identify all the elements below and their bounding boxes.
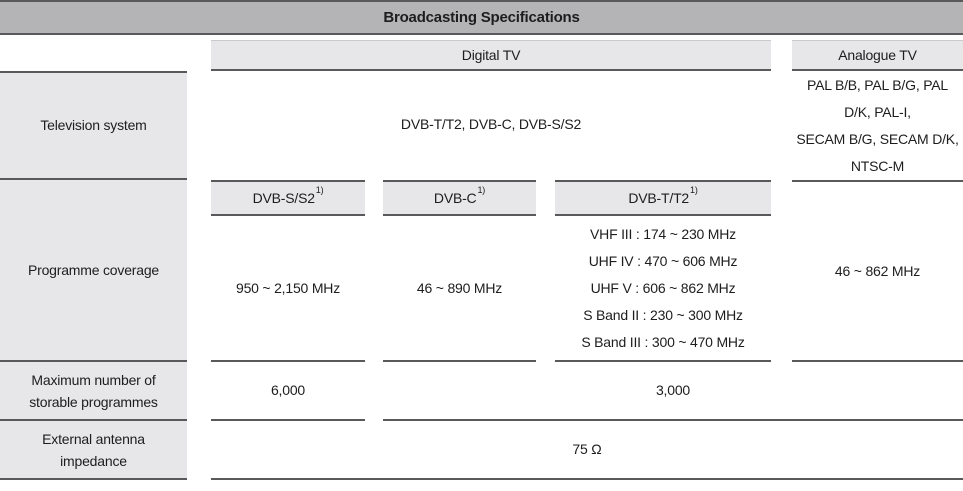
digital-tv-header: Digital TV (211, 40, 771, 71)
programme-coverage-label: Programme coverage (0, 180, 187, 362)
programme-coverage-analogue-value: 46 ~ 862 MHz (792, 180, 963, 362)
footnote-marker: 1) (315, 185, 324, 196)
television-system-label: Television system (0, 71, 187, 180)
max-programmes-others-value: 3,000 (383, 362, 963, 421)
television-system-digital-value: DVB-T/T2, DVB-C, DVB-S/S2 (400, 116, 582, 133)
antenna-impedance-value: 75 Ω (211, 421, 963, 480)
dvb-s-s2-subheader: DVB-S/S21) (211, 180, 365, 216)
footnote-marker: 1) (477, 185, 486, 196)
programme-coverage-dvb-c-value: 46 ~ 890 MHz (383, 216, 536, 362)
programme-coverage-dvb-s-s2-value: 950 ~ 2,150 MHz (211, 216, 365, 362)
external-antenna-impedance-label: External antenna impedance (0, 421, 187, 480)
television-system-analogue-value: PAL B/B, PAL B/G, PAL D/K, PAL-I, SECAM … (796, 76, 959, 174)
max-storable-programmes-label: Maximum number of storable programmes (0, 362, 187, 421)
dvb-t-t2-subheader: DVB-T/T21) (555, 180, 771, 216)
dvb-c-subheader: DVB-C1) (383, 180, 536, 216)
analogue-tv-header: Analogue TV (792, 40, 963, 71)
max-programmes-dvb-s-s2-value: 6,000 (211, 362, 365, 421)
table-title: Broadcasting Specifications (0, 0, 963, 35)
programme-coverage-dvb-t-t2-value: VHF III : 174 ~ 230 MHz UHF IV : 470 ~ 6… (555, 216, 771, 362)
footnote-marker: 1) (690, 185, 698, 196)
